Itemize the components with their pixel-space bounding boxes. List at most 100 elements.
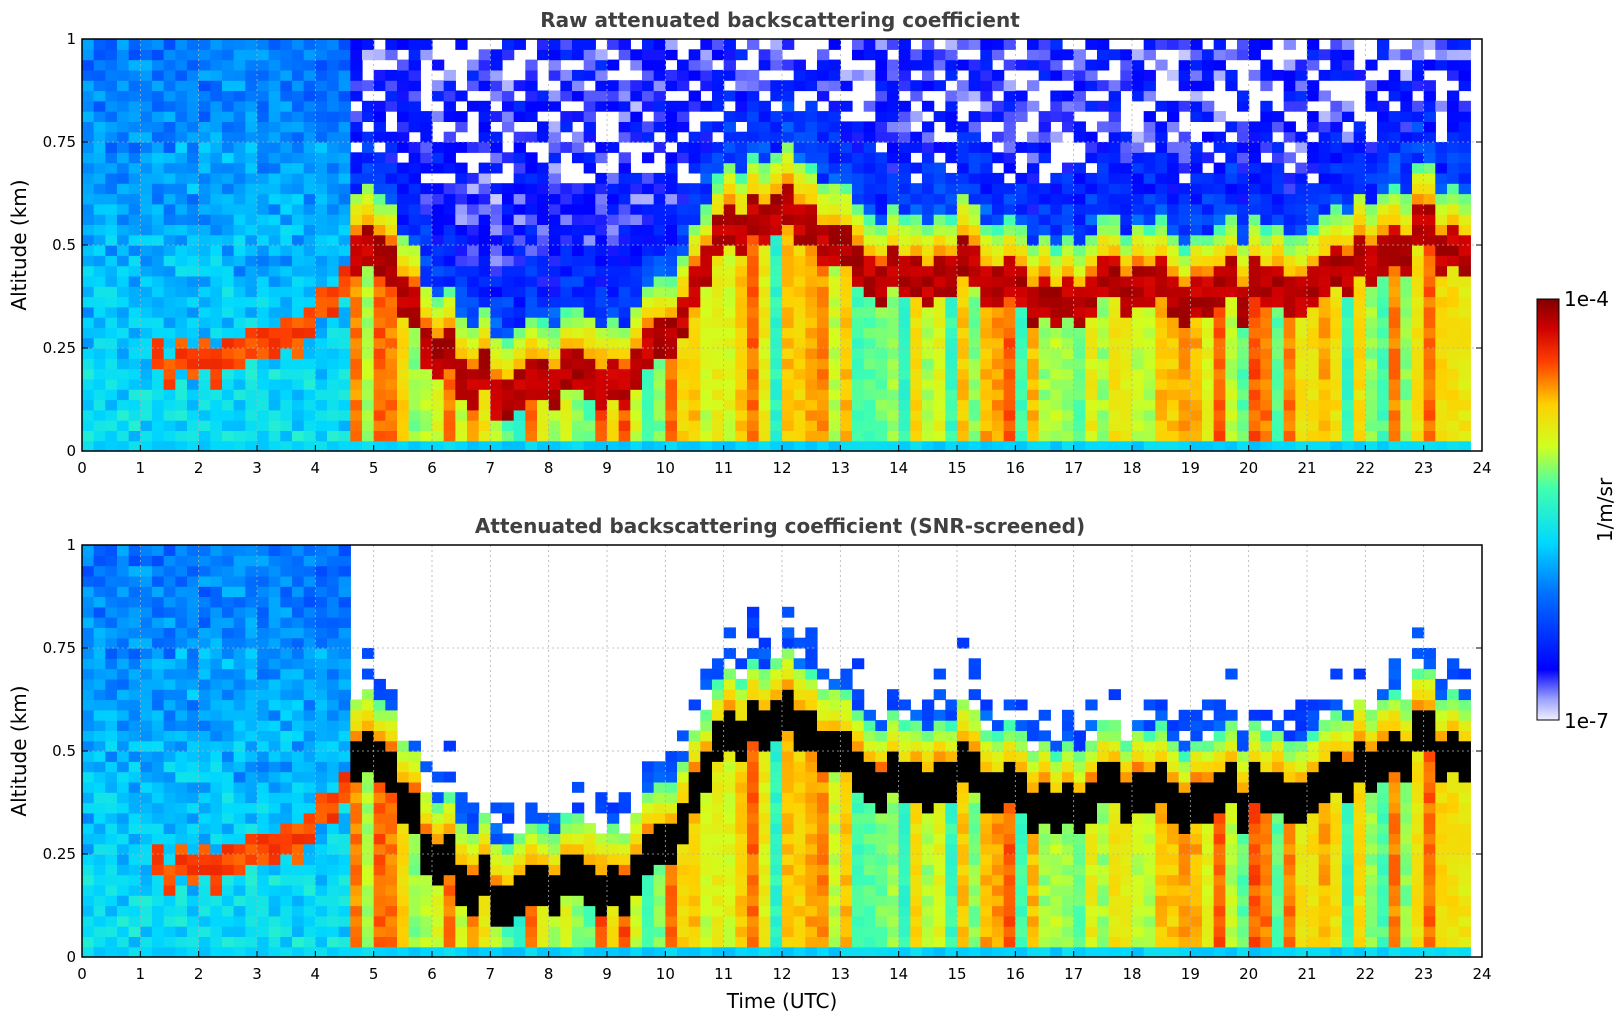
heatmap-cell bbox=[210, 740, 223, 752]
heatmap-cell bbox=[187, 183, 200, 195]
heatmap-cell bbox=[385, 389, 398, 401]
heatmap-cell bbox=[723, 399, 736, 411]
heatmap-cell bbox=[140, 327, 153, 339]
heatmap-cell bbox=[805, 131, 818, 143]
heatmap-cell bbox=[303, 327, 316, 339]
heatmap-cell bbox=[187, 946, 200, 958]
heatmap-cell bbox=[887, 193, 900, 205]
heatmap-cell bbox=[712, 152, 725, 164]
heatmap-cell bbox=[420, 214, 433, 225]
heatmap-cell bbox=[607, 265, 620, 277]
heatmap-cell bbox=[187, 689, 200, 701]
heatmap-cell bbox=[338, 317, 351, 328]
heatmap-cell bbox=[140, 111, 153, 122]
heatmap-cell bbox=[1038, 389, 1051, 401]
heatmap-cell bbox=[1050, 183, 1063, 195]
heatmap-cell bbox=[408, 378, 421, 390]
heatmap-cell bbox=[700, 39, 713, 50]
heatmap-cell bbox=[175, 275, 188, 287]
heatmap-cell bbox=[280, 265, 293, 277]
heatmap-cell bbox=[1202, 430, 1215, 442]
heatmap-cell bbox=[443, 111, 456, 122]
heatmap-cell bbox=[187, 245, 200, 256]
heatmap-cell bbox=[1307, 306, 1320, 318]
heatmap-cell bbox=[315, 90, 328, 102]
heatmap-cell bbox=[642, 203, 655, 215]
heatmap-cell bbox=[828, 389, 841, 401]
heatmap-cell bbox=[198, 854, 211, 865]
heatmap-cell bbox=[152, 224, 165, 236]
heatmap-cell bbox=[82, 348, 95, 359]
heatmap-cell bbox=[1097, 162, 1110, 174]
heatmap-cell bbox=[1097, 152, 1110, 164]
heatmap-cell bbox=[1447, 275, 1460, 287]
heatmap-cell bbox=[1120, 49, 1133, 61]
heatmap-cell bbox=[222, 296, 235, 308]
heatmap-cell bbox=[980, 296, 993, 308]
heatmap-cell bbox=[933, 111, 946, 122]
heatmap-cell bbox=[1400, 399, 1413, 411]
heatmap-cell bbox=[1062, 306, 1075, 318]
heatmap-cell bbox=[455, 368, 468, 380]
heatmap-cell bbox=[105, 255, 118, 267]
heatmap-cell bbox=[642, 100, 655, 112]
heatmap-cell bbox=[408, 440, 421, 452]
heatmap-cell bbox=[1120, 337, 1133, 349]
heatmap-cell bbox=[163, 80, 176, 92]
heatmap-cell bbox=[1062, 378, 1075, 390]
heatmap-cell bbox=[1283, 214, 1296, 225]
heatmap-cell bbox=[245, 80, 258, 92]
heatmap-cell bbox=[1132, 224, 1145, 236]
heatmap-cell bbox=[957, 327, 970, 339]
heatmap-cell bbox=[140, 317, 153, 328]
heatmap-cell bbox=[1213, 327, 1226, 339]
heatmap-cell bbox=[280, 142, 293, 153]
heatmap-cell bbox=[910, 111, 923, 122]
heatmap-cell bbox=[1143, 348, 1156, 359]
heatmap-cell bbox=[828, 131, 841, 143]
x-tick-label: 15 bbox=[947, 459, 966, 477]
heatmap-cell bbox=[385, 203, 398, 215]
heatmap-cell bbox=[1318, 142, 1331, 153]
heatmap-cell bbox=[583, 440, 596, 452]
heatmap-cell bbox=[233, 286, 246, 298]
heatmap-cell bbox=[1353, 142, 1366, 153]
heatmap-cell bbox=[502, 440, 515, 452]
heatmap-cell bbox=[968, 90, 981, 102]
heatmap-cell bbox=[82, 49, 95, 61]
heatmap-cell bbox=[455, 234, 468, 246]
heatmap-cell bbox=[980, 183, 993, 195]
heatmap-cell bbox=[1435, 234, 1448, 246]
heatmap-cell bbox=[128, 720, 141, 731]
heatmap-cell bbox=[1295, 378, 1308, 390]
heatmap-cell bbox=[548, 100, 561, 112]
heatmap-cell bbox=[327, 420, 340, 431]
heatmap-cell bbox=[105, 358, 118, 370]
heatmap-cell bbox=[1307, 430, 1320, 442]
heatmap-cell bbox=[1295, 286, 1308, 298]
heatmap-cell bbox=[128, 203, 141, 215]
heatmap-cell bbox=[1143, 193, 1156, 205]
heatmap-cell bbox=[595, 265, 608, 277]
heatmap-cell bbox=[1167, 317, 1180, 328]
heatmap-cell bbox=[222, 627, 235, 639]
heatmap-cell bbox=[1062, 203, 1075, 215]
heatmap-cell bbox=[117, 596, 130, 608]
heatmap-cell bbox=[490, 131, 503, 143]
heatmap-cell bbox=[140, 751, 153, 762]
heatmap-cell bbox=[257, 255, 270, 267]
heatmap-cell bbox=[1155, 100, 1168, 112]
heatmap-cell bbox=[350, 131, 363, 143]
heatmap-cell bbox=[688, 131, 701, 143]
heatmap-cell bbox=[1038, 265, 1051, 277]
heatmap-cell bbox=[292, 358, 305, 370]
heatmap-cell bbox=[805, 162, 818, 174]
heatmap-cell bbox=[677, 337, 690, 349]
heatmap-cell bbox=[723, 193, 736, 205]
heatmap-cell bbox=[1260, 368, 1273, 380]
heatmap-cell bbox=[1062, 69, 1075, 81]
heatmap-cell bbox=[1388, 368, 1401, 380]
heatmap-cell bbox=[1097, 430, 1110, 442]
heatmap-cell bbox=[1097, 399, 1110, 411]
heatmap-cell bbox=[1377, 172, 1390, 184]
